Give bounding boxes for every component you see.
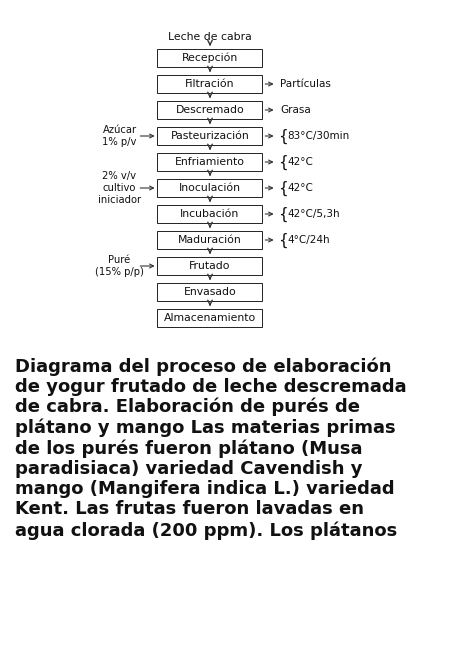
Text: paradisiaca) variedad Cavendish y: paradisiaca) variedad Cavendish y [15,460,363,478]
Text: {: { [279,206,288,222]
Text: Enfriamiento: Enfriamiento [175,157,245,167]
Text: Kent. Las frutas fueron lavadas en: Kent. Las frutas fueron lavadas en [15,500,364,519]
Text: {: { [279,154,288,170]
Text: Envasado: Envasado [183,287,237,297]
Text: Frutado: Frutado [189,261,231,271]
Text: Filtración: Filtración [185,79,235,89]
FancyBboxPatch shape [157,75,263,93]
Text: Almacenamiento: Almacenamiento [164,313,256,323]
FancyBboxPatch shape [157,49,263,67]
Text: Azúcar
1% p/v: Azúcar 1% p/v [102,125,137,147]
FancyBboxPatch shape [157,153,263,171]
Text: 42°C/5,3h: 42°C/5,3h [288,209,340,219]
Text: de cabra. Elaboración de purés de: de cabra. Elaboración de purés de [15,398,360,417]
Text: 83°C/30min: 83°C/30min [288,131,350,141]
Text: Partículas: Partículas [281,79,331,89]
FancyBboxPatch shape [157,101,263,119]
Text: Maduración: Maduración [178,235,242,245]
Text: Puré
(15% p/p): Puré (15% p/p) [95,255,144,277]
Text: 2% v/v
cultivo
iniciador: 2% v/v cultivo iniciador [98,172,141,204]
Text: Descremado: Descremado [176,105,245,115]
Text: agua clorada (200 ppm). Los plátanos: agua clorada (200 ppm). Los plátanos [15,521,397,539]
FancyBboxPatch shape [157,257,263,275]
Text: de los purés fueron plátano (Musa: de los purés fueron plátano (Musa [15,439,363,458]
Text: de yogur frutado de leche descremada: de yogur frutado de leche descremada [15,377,407,395]
Text: 42°C: 42°C [288,157,313,167]
FancyBboxPatch shape [157,205,263,223]
Text: 4°C/24h: 4°C/24h [288,235,330,245]
Text: Diagrama del proceso de elaboración: Diagrama del proceso de elaboración [15,357,392,375]
Text: 42°C: 42°C [288,183,313,193]
Text: mango (Mangifera indica L.) variedad: mango (Mangifera indica L.) variedad [15,480,395,498]
Text: Incubación: Incubación [181,209,240,219]
FancyBboxPatch shape [157,309,263,327]
Text: Recepción: Recepción [182,53,238,63]
FancyBboxPatch shape [157,179,263,197]
Text: Pasteurización: Pasteurización [171,131,249,141]
FancyBboxPatch shape [157,283,263,301]
FancyBboxPatch shape [157,127,263,145]
Text: {: { [279,129,288,143]
FancyBboxPatch shape [157,231,263,249]
Text: Inoculación: Inoculación [179,183,241,193]
Text: plátano y mango Las materias primas: plátano y mango Las materias primas [15,419,396,437]
Text: Grasa: Grasa [281,105,311,115]
Text: {: { [279,232,288,248]
Text: {: { [279,180,288,196]
Text: Leche de cabra: Leche de cabra [168,32,252,42]
